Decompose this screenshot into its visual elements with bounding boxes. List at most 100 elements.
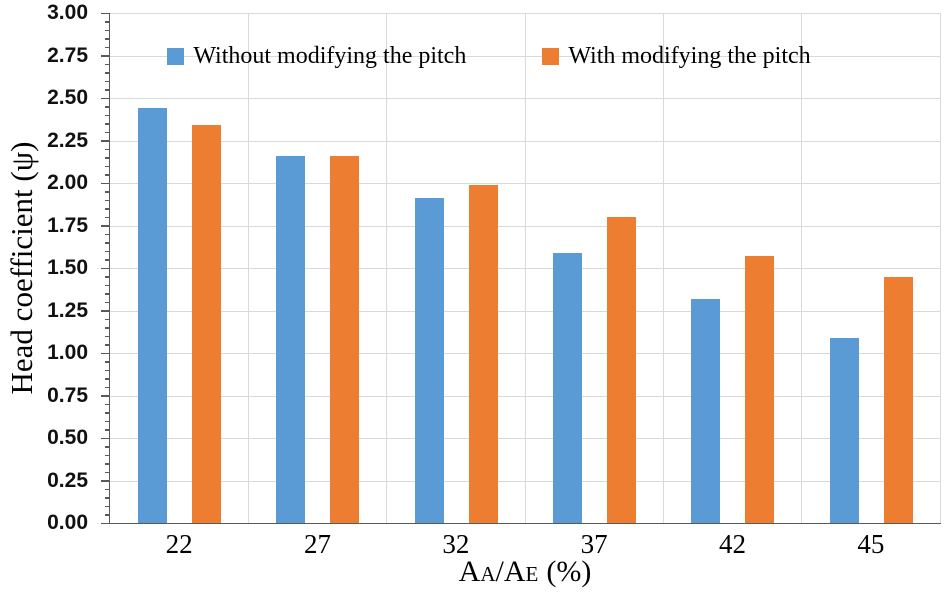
y-minor-tick <box>105 46 110 48</box>
y-tick-label: 0.00 <box>47 511 88 534</box>
y-major-tick <box>101 182 110 184</box>
y-minor-tick <box>105 318 110 320</box>
y-tick-label: 0.25 <box>47 468 88 492</box>
y-minor-tick <box>105 335 110 337</box>
bar-without-pitch-42 <box>691 298 721 523</box>
y-minor-tick <box>105 454 110 456</box>
y-minor-tick <box>105 412 110 414</box>
x-axis-line <box>108 522 941 524</box>
y-major-tick <box>101 55 110 57</box>
y-minor-tick <box>105 463 110 465</box>
y-major-tick <box>101 522 110 524</box>
y-tick-label: 1.75 <box>47 213 88 237</box>
y-minor-tick <box>105 488 110 490</box>
x-gridline <box>801 13 803 523</box>
y-minor-tick <box>105 233 110 235</box>
x-tick-label: 27 <box>303 529 331 559</box>
y-major-tick <box>101 97 110 99</box>
y-minor-tick <box>105 131 110 133</box>
bar-without-pitch-27 <box>276 155 306 523</box>
y-tick-label: 2.00 <box>47 171 88 194</box>
y-minor-tick <box>105 369 110 371</box>
legend: Without modifying the pitch With modifyi… <box>74 42 904 70</box>
x-axis-title: AA/AE (%) <box>110 555 940 589</box>
y-major-tick <box>101 310 110 312</box>
y-minor-tick <box>105 514 110 516</box>
y-major-tick <box>101 225 110 227</box>
x-axis-title-part: /A <box>495 555 526 588</box>
bar-without-pitch-32 <box>414 198 444 523</box>
y-minor-tick <box>105 63 110 65</box>
bar-without-pitch-22 <box>138 108 167 523</box>
y-minor-tick <box>105 259 110 261</box>
x-tick-label: 42 <box>718 529 746 559</box>
legend-entry-with-pitch: With modifying the pitch <box>542 42 811 70</box>
y-minor-tick <box>105 38 110 40</box>
y-minor-tick <box>105 344 110 346</box>
y-minor-tick <box>105 276 110 278</box>
y-minor-tick <box>105 378 110 380</box>
y-minor-tick <box>105 403 110 405</box>
x-gridline <box>386 13 388 523</box>
x-axis-title-subscript: E <box>525 562 539 586</box>
y-minor-tick <box>105 80 110 82</box>
y-minor-tick <box>105 250 110 252</box>
bar-without-pitch-37 <box>553 252 582 523</box>
y-major-tick <box>101 437 110 439</box>
bar-with-pitch-27 <box>330 155 360 523</box>
y-minor-tick <box>105 106 110 108</box>
y-minor-tick <box>105 208 110 210</box>
y-minor-tick <box>105 301 110 303</box>
y-tick-label: 1.00 <box>47 341 88 364</box>
y-minor-tick <box>105 293 110 295</box>
x-axis-title-subscript: A <box>480 562 496 586</box>
x-gridline <box>524 13 526 523</box>
y-minor-tick <box>105 165 110 167</box>
y-tick-label: 0.75 <box>47 383 88 407</box>
y-tick-label: 0.50 <box>47 426 88 449</box>
y-major-tick <box>101 480 110 482</box>
y-major-tick <box>101 267 110 269</box>
y-major-tick <box>101 140 110 142</box>
y-minor-tick <box>105 429 110 431</box>
y-minor-tick <box>105 242 110 244</box>
y-minor-tick <box>105 284 110 286</box>
y-tick-label: 1.25 <box>47 298 88 322</box>
y-minor-tick <box>105 505 110 507</box>
y-tick-label: 2.25 <box>47 128 88 152</box>
x-gridline <box>662 13 664 523</box>
y-major-tick <box>101 395 110 397</box>
y-minor-tick <box>105 148 110 150</box>
y-minor-tick <box>105 29 110 31</box>
plot-area <box>110 13 941 523</box>
y-minor-tick <box>105 497 110 499</box>
y-minor-tick <box>105 21 110 23</box>
bar-without-pitch-45 <box>829 337 859 523</box>
y-tick-label: 2.75 <box>47 43 88 67</box>
y-minor-tick <box>105 446 110 448</box>
y-major-tick <box>101 352 110 354</box>
bar-with-pitch-37 <box>607 217 636 523</box>
y-minor-tick <box>105 361 110 363</box>
bar-with-pitch-22 <box>192 125 221 523</box>
x-tick-label: 22 <box>165 529 193 559</box>
legend-entry-without-pitch: Without modifying the pitch <box>167 42 466 70</box>
legend-label: With modifying the pitch <box>568 43 811 69</box>
legend-label: Without modifying the pitch <box>193 43 467 69</box>
y-minor-tick <box>105 216 110 218</box>
y-minor-tick <box>105 89 110 91</box>
y-minor-tick <box>105 191 110 193</box>
y-minor-tick <box>105 327 110 329</box>
bar-with-pitch-45 <box>883 276 913 523</box>
x-tick-label: 37 <box>580 529 608 559</box>
x-axis-title-part: (%) <box>546 555 592 588</box>
bar-with-pitch-42 <box>745 256 775 523</box>
legend-swatch-orange-icon <box>542 47 560 65</box>
y-tick-label: 3.00 <box>47 1 88 24</box>
x-tick-label: 32 <box>442 529 470 559</box>
y-tick-label: 1.50 <box>47 256 88 279</box>
y-tick-label: 2.50 <box>47 86 88 109</box>
y-minor-tick <box>105 386 110 388</box>
x-axis-title-part: A <box>458 555 481 588</box>
